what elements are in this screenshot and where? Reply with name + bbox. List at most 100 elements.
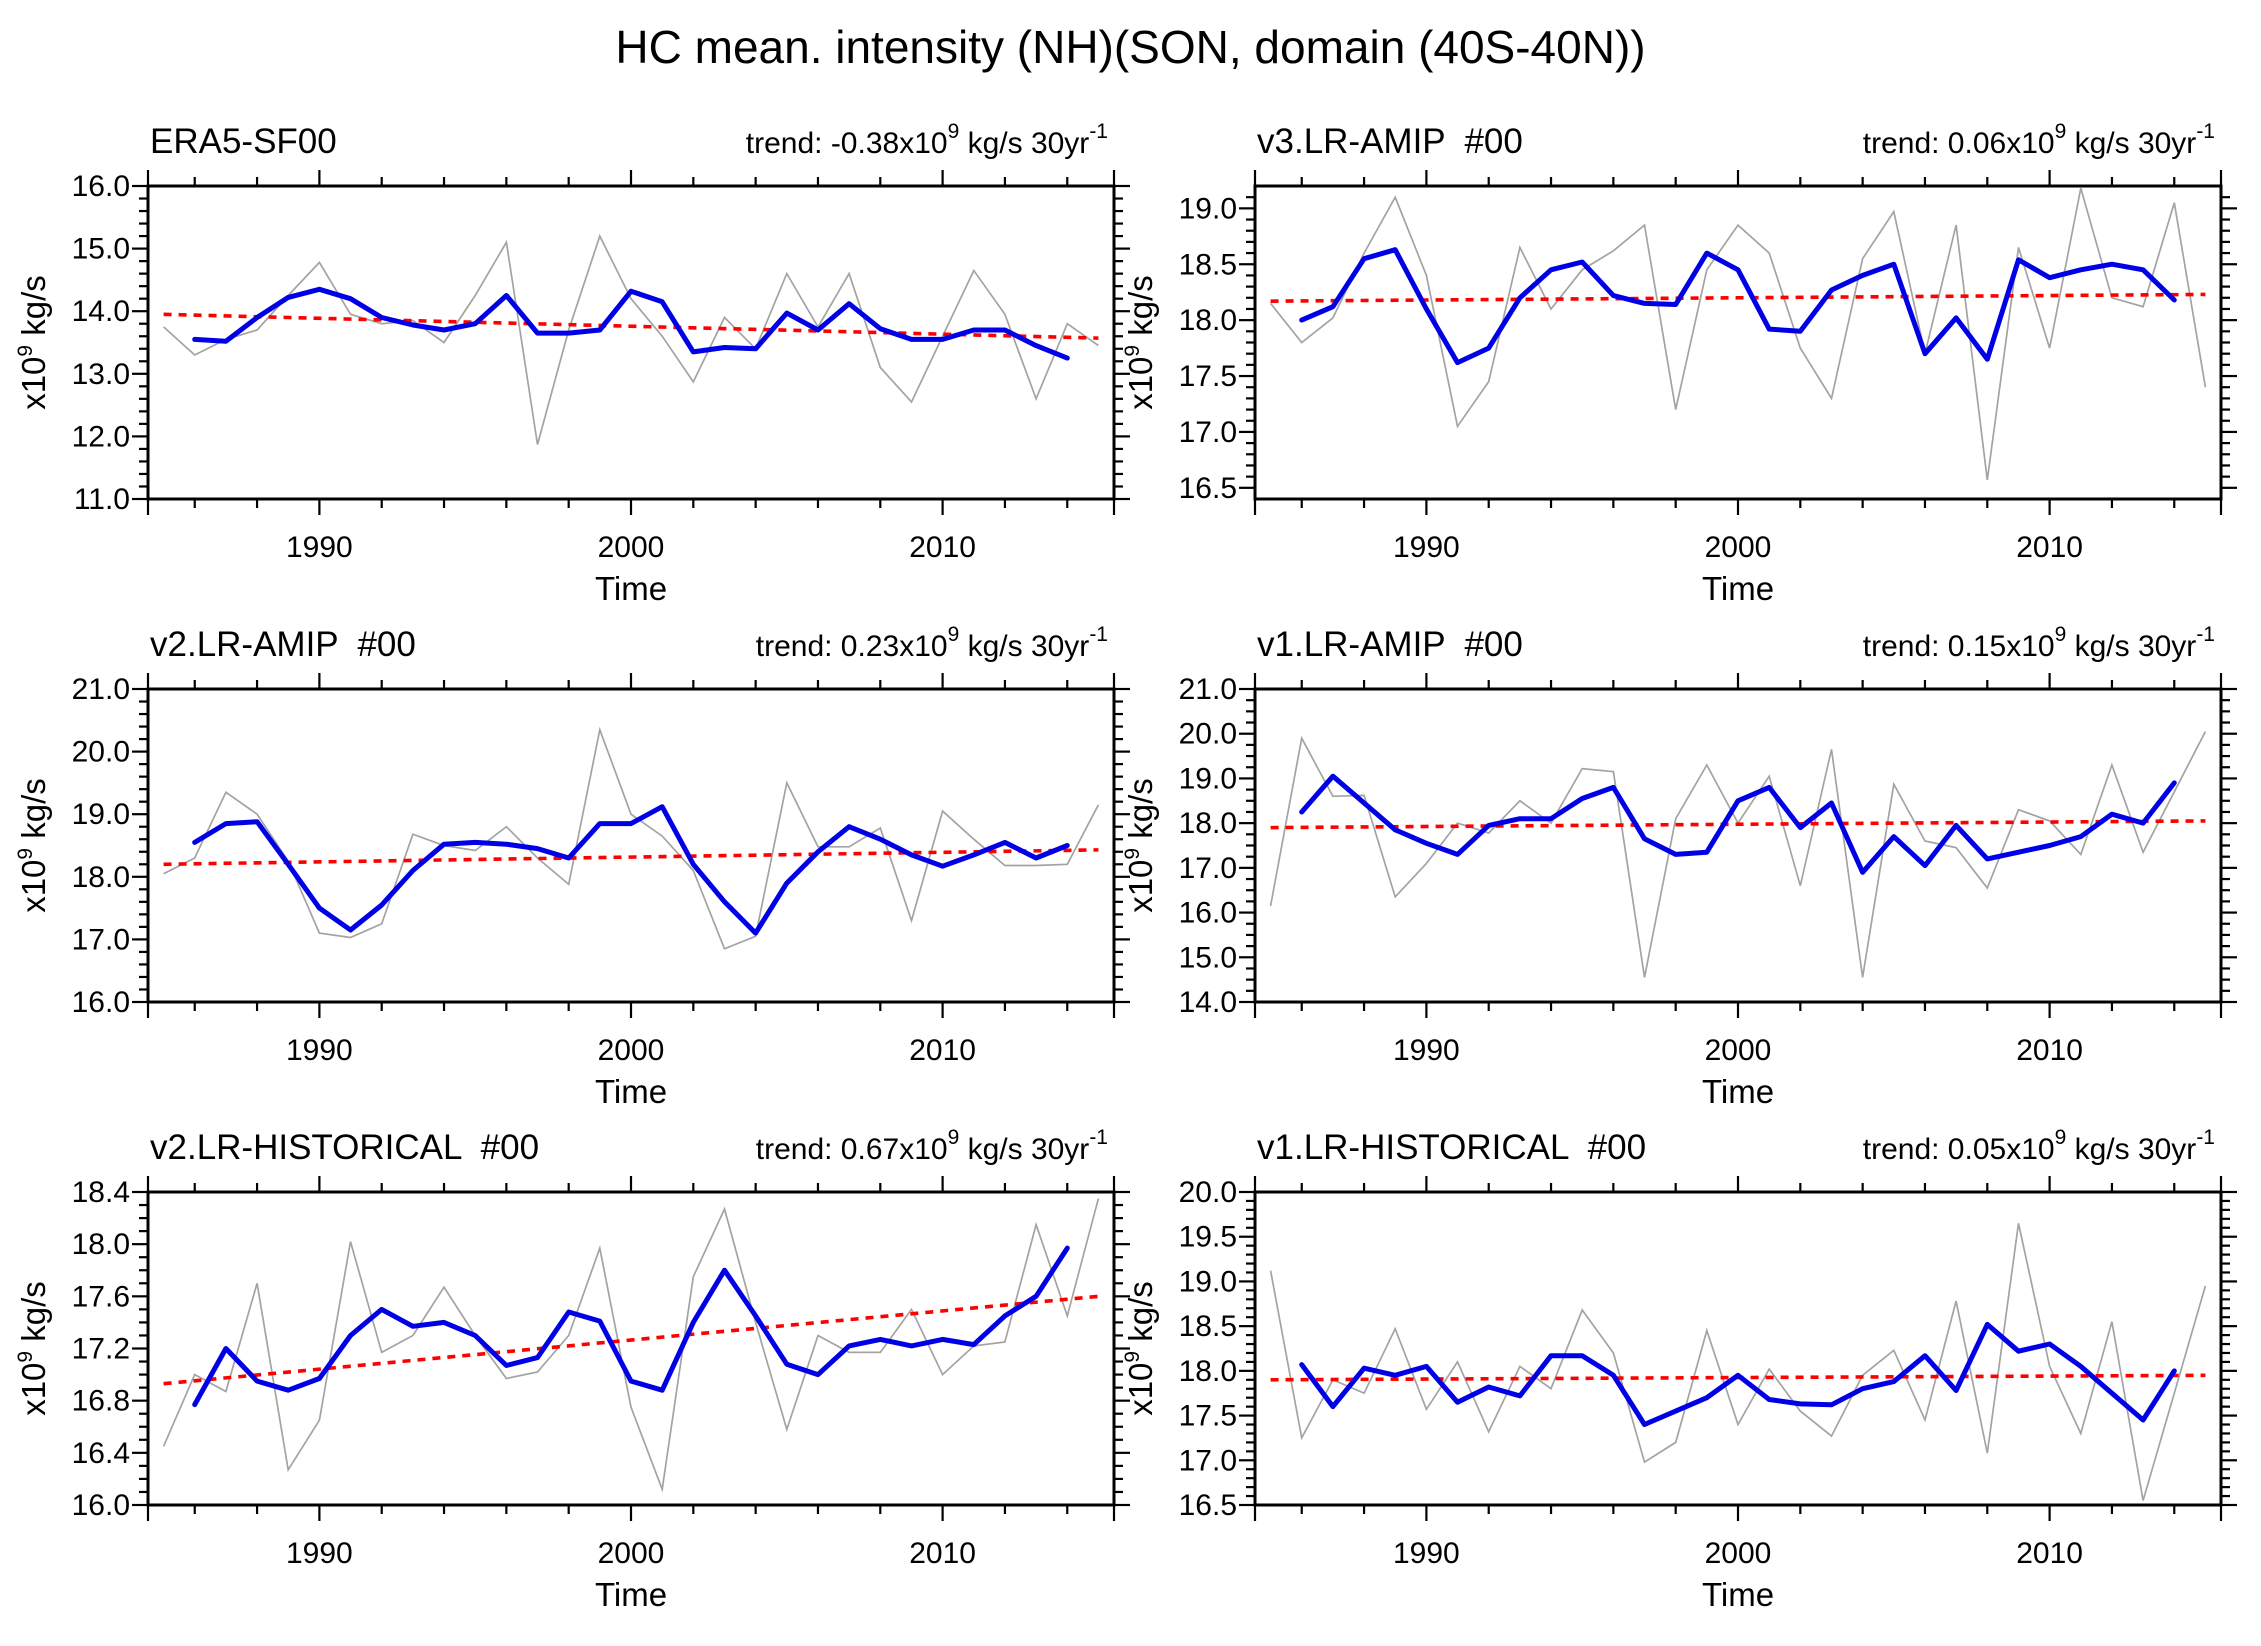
smoothed-series-line bbox=[1299, 247, 2177, 366]
y-tick-label: 15.0 bbox=[1179, 941, 1237, 974]
y-tick-label: 17.6 bbox=[72, 1280, 130, 1313]
y-axis-title: x109 kg/s bbox=[1121, 275, 1159, 410]
y-axis-title: x109 kg/s bbox=[1121, 1281, 1159, 1416]
x-tick-label: 2000 bbox=[598, 1537, 665, 1570]
panel-title: v1.LR-HISTORICAL #00 bbox=[1257, 1128, 1646, 1167]
x-axis-title: Time bbox=[595, 1576, 667, 1613]
y-tick-label: 19.0 bbox=[1179, 762, 1237, 795]
trend-label: trend: 0.06x109 kg/s 30yr-1 bbox=[1863, 120, 2215, 160]
plot-box bbox=[146, 184, 1116, 501]
plot-box bbox=[1253, 1190, 2223, 1507]
trend-line bbox=[163, 1294, 1099, 1386]
y-tick-label: 16.5 bbox=[1179, 1489, 1237, 1522]
y-tick-label: 17.0 bbox=[1179, 852, 1237, 885]
annual-series-line bbox=[1269, 187, 2207, 481]
trend-label: trend: 0.05x109 kg/s 30yr-1 bbox=[1863, 1126, 2215, 1166]
plot-box bbox=[1253, 687, 2223, 1004]
y-tick-label: 18.0 bbox=[1179, 1355, 1237, 1388]
x-tick-label: 1990 bbox=[286, 1537, 353, 1570]
y-tick-label: 18.0 bbox=[72, 861, 130, 894]
x-tick-label: 2000 bbox=[598, 531, 665, 564]
x-axis-title: Time bbox=[595, 1073, 667, 1110]
plot-box bbox=[146, 687, 1116, 1004]
y-tick-label: 19.0 bbox=[1179, 1265, 1237, 1298]
trend-line bbox=[163, 848, 1099, 867]
x-axis-title: Time bbox=[595, 570, 667, 607]
x-axis-title: Time bbox=[1702, 1576, 1774, 1613]
panel-v2-lr-historical: 1990 2000 2010 16.0 16.4 16.8 17.2 17.6 18.0 18.4… bbox=[14, 1126, 1130, 1613]
y-tick-label: 18.5 bbox=[1179, 248, 1237, 281]
panel-v1-lr-amip: 1990 2000 2010 14.0 15.0 16.0 17.0 18.0 19.0 20.0… bbox=[1121, 623, 2237, 1110]
y-tick-label: 20.0 bbox=[72, 736, 130, 769]
y-tick-label: 16.5 bbox=[1179, 472, 1237, 505]
trend-label: trend: 0.67x109 kg/s 30yr-1 bbox=[756, 1126, 1108, 1166]
panel-title: v3.LR-AMIP #00 bbox=[1257, 122, 1523, 161]
y-tick-label: 11.0 bbox=[74, 483, 130, 516]
y-tick-label: 18.0 bbox=[72, 1228, 130, 1261]
y-tick-label: 20.0 bbox=[1179, 718, 1237, 751]
smoothed-series-line bbox=[192, 804, 1070, 936]
trend-label: trend: 0.23x109 kg/s 30yr-1 bbox=[756, 623, 1108, 663]
y-tick-label: 16.0 bbox=[72, 1489, 130, 1522]
x-tick-label: 2010 bbox=[909, 531, 976, 564]
y-tick-label: 17.2 bbox=[72, 1333, 130, 1366]
y-tick-label: 16.8 bbox=[72, 1385, 130, 1418]
smoothed-series-line bbox=[1299, 773, 2177, 875]
y-axis-title: x109 kg/s bbox=[14, 1281, 52, 1416]
y-tick-label: 18.0 bbox=[1179, 807, 1237, 840]
y-tick-label: 21.0 bbox=[72, 673, 130, 706]
annual-series-line bbox=[1269, 731, 2207, 978]
annual-series-line bbox=[163, 233, 1099, 445]
panel-title: v1.LR-AMIP #00 bbox=[1257, 625, 1523, 664]
x-tick-label: 2000 bbox=[1705, 531, 1772, 564]
x-axis-title: Time bbox=[1702, 570, 1774, 607]
y-tick-label: 12.0 bbox=[72, 420, 130, 453]
trend-label: trend: 0.15x109 kg/s 30yr-1 bbox=[1863, 623, 2215, 663]
x-tick-label: 2000 bbox=[1705, 1034, 1772, 1067]
panel-v3-lr-amip: 1990 2000 2010 16.5 17.0 17.5 18.0 18.5 19.0 v3.L… bbox=[1121, 120, 2237, 607]
y-tick-label: 14.0 bbox=[72, 295, 130, 328]
trend-line bbox=[1270, 819, 2206, 830]
panel-title: v2.LR-HISTORICAL #00 bbox=[150, 1128, 539, 1167]
x-tick-label: 1990 bbox=[1393, 1034, 1460, 1067]
y-tick-label: 16.0 bbox=[72, 986, 130, 1019]
x-axis-title: Time bbox=[1702, 1073, 1774, 1110]
y-tick-label: 15.0 bbox=[72, 233, 130, 266]
smoothed-series-line bbox=[1299, 1321, 2177, 1427]
annual-series-line bbox=[1269, 1223, 2207, 1501]
y-tick-label: 17.0 bbox=[1179, 416, 1237, 449]
x-tick-label: 1990 bbox=[286, 1034, 353, 1067]
panel-era5-sf00: 1990 2000 2010 11.0 12.0 13.0 14.0 15.0 16.0 ERA5… bbox=[14, 120, 1130, 607]
y-tick-label: 16.4 bbox=[72, 1437, 130, 1470]
panel-title: v2.LR-AMIP #00 bbox=[150, 625, 416, 664]
x-tick-label: 2010 bbox=[2016, 1537, 2083, 1570]
y-tick-label: 17.0 bbox=[72, 923, 130, 956]
x-tick-label: 2010 bbox=[2016, 531, 2083, 564]
y-tick-label: 17.5 bbox=[1179, 360, 1237, 393]
y-tick-label: 20.0 bbox=[1179, 1176, 1237, 1209]
x-tick-label: 1990 bbox=[1393, 1537, 1460, 1570]
trend-line bbox=[1270, 292, 2206, 303]
y-tick-label: 14.0 bbox=[1179, 986, 1237, 1019]
smoothed-series-line bbox=[192, 286, 1070, 361]
y-tick-label: 18.5 bbox=[1179, 1310, 1237, 1343]
annual-series-line bbox=[163, 726, 1100, 950]
y-tick-label: 18.4 bbox=[72, 1176, 130, 1209]
plot-box bbox=[146, 1190, 1116, 1507]
y-tick-label: 19.5 bbox=[1179, 1221, 1237, 1254]
y-tick-label: 16.0 bbox=[1179, 897, 1237, 930]
annual-series-line bbox=[162, 1198, 1100, 1493]
smoothed-series-line bbox=[192, 1245, 1070, 1408]
x-tick-label: 1990 bbox=[1393, 531, 1460, 564]
y-tick-label: 16.0 bbox=[72, 170, 130, 203]
y-tick-label: 17.0 bbox=[1179, 1444, 1237, 1477]
x-tick-label: 2010 bbox=[2016, 1034, 2083, 1067]
y-tick-label: 21.0 bbox=[1179, 673, 1237, 706]
trend-line bbox=[163, 312, 1099, 340]
y-tick-label: 18.0 bbox=[1179, 304, 1237, 337]
y-tick-label: 17.5 bbox=[1179, 1400, 1237, 1433]
y-tick-label: 19.0 bbox=[1179, 192, 1237, 225]
y-tick-label: 19.0 bbox=[72, 798, 130, 831]
